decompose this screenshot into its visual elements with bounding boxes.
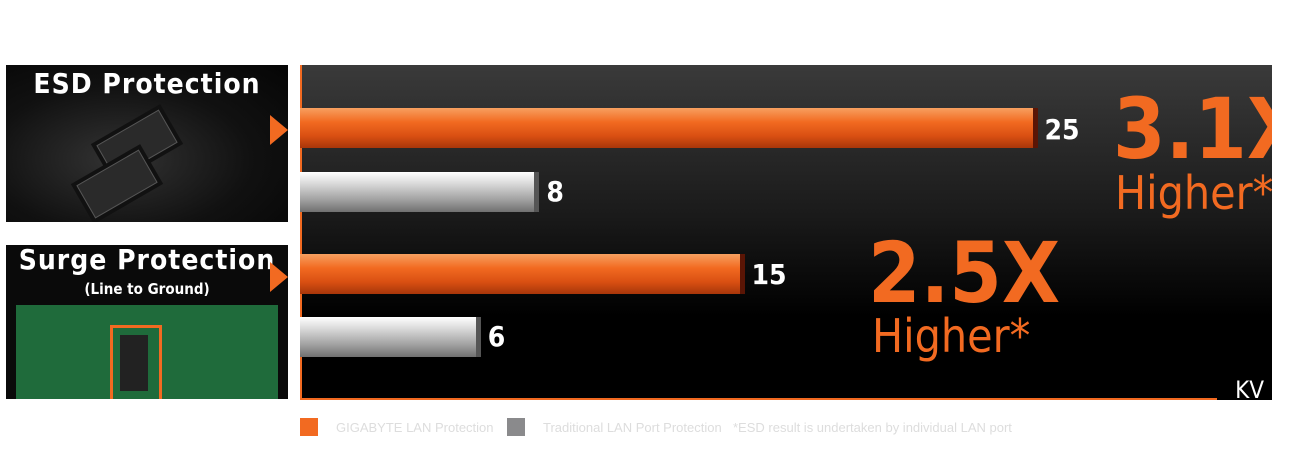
unit-label: KV xyxy=(1235,376,1264,400)
swatch-traditional xyxy=(507,418,525,436)
value-label: 15 xyxy=(751,258,787,291)
highlight-box xyxy=(110,325,162,399)
bar-surge-traditional xyxy=(300,317,481,357)
bar-surge-gigabyte xyxy=(300,254,745,294)
surge-higher: Higher* xyxy=(872,309,1031,363)
footnote: *ESD result is undertaken by individual … xyxy=(733,417,1012,437)
x-axis xyxy=(300,398,1217,400)
value-label: 8 xyxy=(546,175,564,208)
surge-protection-image: Surge Protection (Line to Ground) xyxy=(6,245,288,399)
surge-title: Surge Protection xyxy=(18,245,276,276)
esd-protection-image: ESD Protection xyxy=(6,65,288,222)
legend-traditional: Traditional LAN Port Protection xyxy=(507,417,722,437)
value-label: 25 xyxy=(1044,113,1080,146)
surge-subtitle: (Line to Ground) xyxy=(84,280,210,298)
esd-higher: Higher* xyxy=(1115,166,1272,220)
bar-esd-gigabyte xyxy=(300,108,1038,148)
bar-chart: 25 8 15 6 3.1X Higher* 2.5X Higher* KV xyxy=(300,65,1272,400)
component-graphic xyxy=(120,335,148,391)
bar-esd-traditional xyxy=(300,172,540,212)
arrow-icon xyxy=(270,262,288,292)
arrow-icon xyxy=(270,115,288,145)
legend-gigabyte: GIGABYTE LAN Protection xyxy=(300,417,494,437)
surge-ratio: 2.5X xyxy=(868,224,1061,322)
swatch-gigabyte xyxy=(300,418,318,436)
legend-gigabyte-label: GIGABYTE LAN Protection xyxy=(336,419,494,435)
footnote-text: *ESD result is undertaken by individual … xyxy=(733,419,1012,435)
legend-traditional-label: Traditional LAN Port Protection xyxy=(543,419,722,435)
y-axis xyxy=(300,65,302,400)
esd-title: ESD Protection xyxy=(33,67,261,100)
value-label: 6 xyxy=(487,320,506,353)
esd-ratio: 3.1X xyxy=(1113,80,1272,178)
